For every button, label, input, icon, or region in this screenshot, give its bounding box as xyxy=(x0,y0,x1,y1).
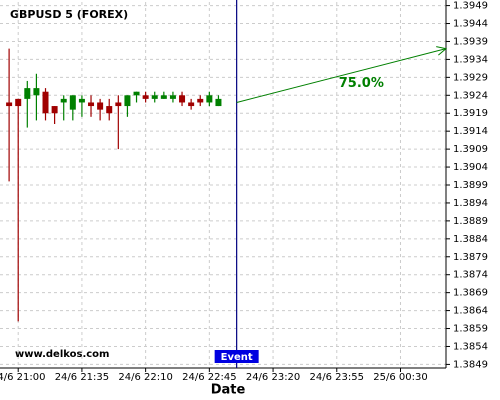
x-axis-label: Date xyxy=(211,383,246,398)
projection-arrow xyxy=(236,48,447,103)
candle-body xyxy=(97,102,104,110)
y-tick-label: 1.3889 xyxy=(453,216,488,227)
y-tick-label: 1.3884 xyxy=(453,234,488,245)
y-tick-label: 1.3949 xyxy=(453,1,488,12)
y-tick-label: 1.3859 xyxy=(453,324,488,335)
x-tick-label: 24/6 22:45 xyxy=(182,372,236,383)
x-tick-label: 24/6 21:35 xyxy=(55,372,109,383)
candle-body xyxy=(42,91,49,114)
y-tick-label: 1.3904 xyxy=(453,162,488,173)
candle-body xyxy=(169,95,176,99)
candle-body xyxy=(51,106,58,114)
y-tick-label: 1.3924 xyxy=(453,90,488,101)
y-tick-label: 1.3934 xyxy=(453,54,488,65)
candle-body xyxy=(69,95,76,110)
y-tick-label: 1.3874 xyxy=(453,270,488,281)
projection-label: 75.0% xyxy=(339,76,384,91)
candle-body xyxy=(78,98,85,103)
candle-body xyxy=(6,102,13,107)
y-tick-label: 1.3919 xyxy=(453,108,488,119)
candle-body xyxy=(151,95,158,99)
y-tick-label: 1.3909 xyxy=(453,144,488,155)
x-tick-label: 24/6 22:10 xyxy=(118,372,172,383)
event-label: Event xyxy=(221,352,253,363)
candle-body xyxy=(33,88,40,96)
candle-body xyxy=(88,102,95,107)
event-badge xyxy=(214,350,259,363)
x-tick-label: 24/6 23:55 xyxy=(310,372,364,383)
y-tick-label: 1.3869 xyxy=(453,288,488,299)
candle-body xyxy=(160,95,167,99)
y-tick-label: 1.3899 xyxy=(453,180,488,191)
candle-body xyxy=(24,88,31,99)
candle-body xyxy=(60,98,67,103)
candle-body xyxy=(115,102,122,107)
y-tick-label: 1.3914 xyxy=(453,126,488,137)
candle-body xyxy=(197,98,204,103)
y-tick-label: 1.3929 xyxy=(453,72,488,83)
y-tick-label: 1.3849 xyxy=(453,359,488,370)
x-tick-label: 25/6 00:30 xyxy=(373,372,427,383)
y-tick-label: 1.3854 xyxy=(453,341,488,352)
y-tick-label: 1.3864 xyxy=(453,306,488,317)
chart-title: GBPUSD 5 (FOREX) xyxy=(10,8,128,21)
y-tick-label: 1.3894 xyxy=(453,198,488,209)
candle-body xyxy=(179,95,186,103)
candle-body xyxy=(133,91,140,96)
candle-body xyxy=(124,95,131,107)
candle-body xyxy=(106,106,113,114)
candle-body xyxy=(188,102,195,107)
arrow-head xyxy=(436,46,448,56)
y-tick-label: 1.3944 xyxy=(453,19,488,30)
candle-body xyxy=(206,95,213,103)
y-tick-label: 1.3939 xyxy=(453,36,488,47)
x-tick-label: 24/6 21:00 xyxy=(0,372,45,383)
x-tick-label: 24/6 23:20 xyxy=(246,372,300,383)
candle-body xyxy=(142,95,149,99)
y-tick-label: 1.3879 xyxy=(453,252,488,263)
watermark: www.delkos.com xyxy=(15,349,109,360)
candle-body xyxy=(15,98,22,107)
candle-body xyxy=(215,98,222,107)
